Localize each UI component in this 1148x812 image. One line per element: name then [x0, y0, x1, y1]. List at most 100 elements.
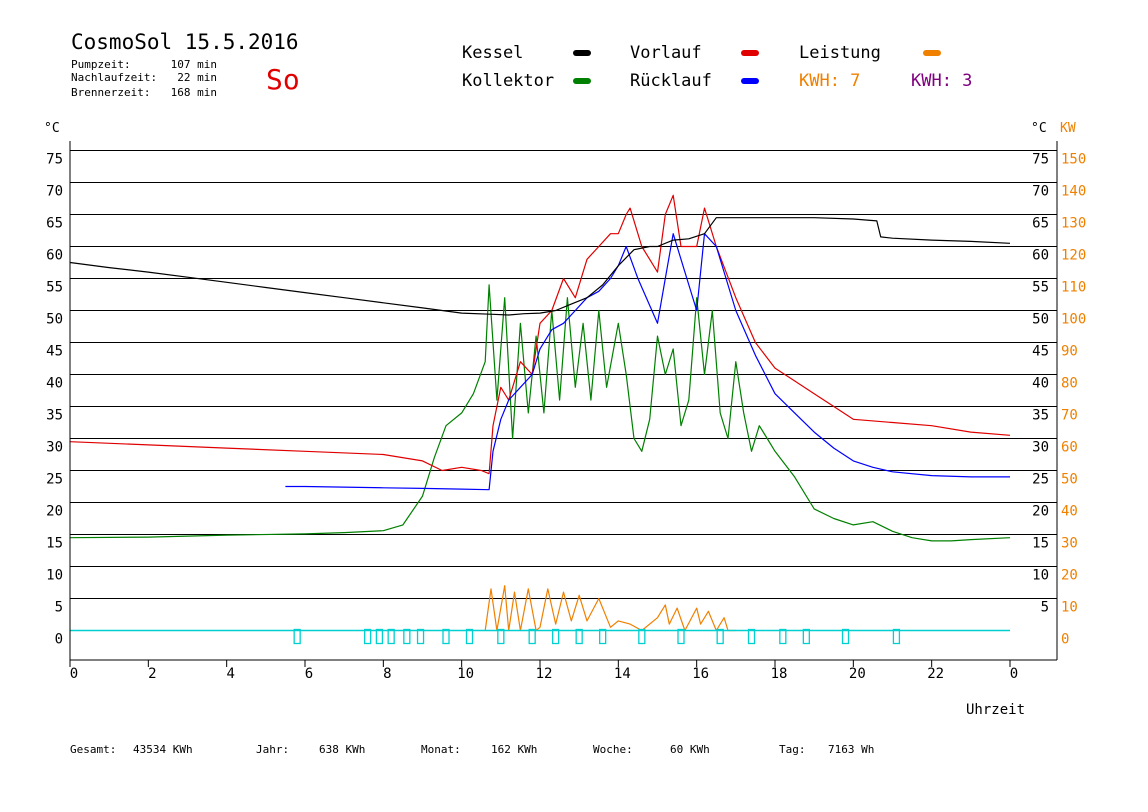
x-tick: 8 [383, 666, 391, 682]
y-tick-right: 45 [1032, 344, 1049, 360]
x-tick: 14 [614, 666, 631, 682]
y-tick-left: 30 [46, 440, 63, 456]
y-tick-left: 5 [55, 600, 63, 616]
x-axis-label: Uhrzeit [966, 702, 1025, 718]
day-label: So [266, 63, 300, 96]
y-tick-left: 75 [46, 152, 63, 168]
pump-marker [599, 628, 607, 645]
x-tick: 4 [226, 666, 234, 682]
x-tick: 10 [457, 666, 474, 682]
x-tick: 0 [1010, 666, 1018, 682]
x-tick: 2 [148, 666, 156, 682]
pump-marker [387, 628, 395, 645]
y-tick-right: 20 [1032, 504, 1049, 520]
x-tick: 6 [305, 666, 313, 682]
y-tick-left: 70 [46, 184, 63, 200]
y2-tick: 120 [1061, 248, 1086, 264]
pump-marker [841, 628, 850, 645]
pump-marker [892, 628, 901, 645]
y2-tick: 80 [1061, 376, 1078, 392]
pump-marker [716, 628, 724, 645]
y-tick-right: 50 [1032, 312, 1049, 328]
x-tick: 22 [927, 666, 944, 682]
y-tick-right: 30 [1032, 440, 1049, 456]
pump-marker [375, 628, 384, 645]
footer-monat-value: 162 KWh [491, 743, 537, 756]
y-tick-left: 25 [46, 472, 63, 488]
footer-jahr-label: Jahr: [256, 743, 289, 756]
y-tick-right: 15 [1032, 536, 1049, 552]
y2-tick: 130 [1061, 216, 1086, 232]
x-tick: 16 [692, 666, 709, 682]
x-tick: 12 [536, 666, 553, 682]
y2-tick: 100 [1061, 312, 1086, 328]
footer-gesamt-label: Gesamt: [70, 743, 116, 756]
y2-tick: 40 [1061, 504, 1078, 520]
pump-markers [70, 628, 1010, 645]
stat-value-nachlaufzeit: 22 min [177, 71, 217, 84]
pump-marker [465, 628, 474, 645]
y2-tick: 10 [1061, 600, 1078, 616]
y-tick-left: 55 [46, 280, 63, 296]
y-tick-right: 70 [1032, 184, 1049, 200]
legend-label-kollektor: Kollektor [462, 71, 554, 91]
stat-label-nachlaufzeit: Nachlaufzeit: [71, 71, 157, 84]
pump-marker [677, 628, 685, 645]
series-vorlauf [69, 194, 1011, 475]
y-tick-left: 60 [46, 248, 63, 264]
pump-marker [638, 628, 646, 645]
pump-marker [779, 628, 787, 645]
footer-woche-value: 60 KWh [670, 743, 710, 756]
y2-tick: 60 [1061, 440, 1078, 456]
stat-label-brennerzeit: Brennerzeit: [71, 86, 150, 99]
stat-value-brennerzeit: 168 min [171, 86, 217, 99]
pump-marker [364, 628, 372, 645]
y-tick-right: 35 [1032, 408, 1049, 424]
y-tick-right: 10 [1032, 568, 1049, 584]
x-tick: 20 [849, 666, 866, 682]
legend-label-vorlauf: Vorlauf [630, 43, 702, 63]
y-tick-right: 65 [1032, 216, 1049, 232]
y-tick-left: 50 [46, 312, 63, 328]
y2-tick: 20 [1061, 568, 1078, 584]
series-lines [69, 194, 1011, 632]
stat-value-pumpzeit: 107 min [171, 58, 217, 71]
y2-tick: 150 [1061, 152, 1086, 168]
y-tick-right: 55 [1032, 280, 1049, 296]
y-tick-left: 20 [46, 504, 63, 520]
y-tick-right: 40 [1032, 376, 1049, 392]
pump-marker [403, 628, 411, 645]
series-leistung [484, 585, 736, 632]
y2-tick: 0 [1061, 632, 1069, 648]
footer-jahr-value: 638 KWh [319, 743, 365, 756]
x-tick: 0 [70, 666, 78, 682]
series-ruecklauf [285, 233, 1010, 491]
series-kessel [69, 217, 1011, 316]
y2-tick: 70 [1061, 408, 1078, 424]
footer-tag-label: Tag: [779, 743, 806, 756]
y-tick-left: 35 [46, 408, 63, 424]
y-tick-right: 60 [1032, 248, 1049, 264]
pump-marker [575, 628, 583, 645]
pump-marker [497, 628, 505, 645]
pump-marker [293, 628, 301, 645]
y2-tick: 90 [1061, 344, 1078, 360]
pump-marker [747, 628, 756, 645]
legend-kwh-purple: KWH: 3 [911, 71, 972, 91]
footer-woche-label: Woche: [593, 743, 633, 756]
y-tick-right: 5 [1041, 600, 1049, 616]
y2-tick: 140 [1061, 184, 1086, 200]
y2-tick: 110 [1061, 280, 1086, 296]
chart-title: CosmoSol 15.5.2016 [71, 30, 299, 54]
footer-gesamt-value: 43534 KWh [133, 743, 193, 756]
pump-marker [416, 628, 425, 645]
y-tick-left: 15 [46, 536, 63, 552]
pump-marker [442, 628, 450, 645]
y-tick-right: 25 [1032, 472, 1049, 488]
legend-label-kessel: Kessel [462, 43, 523, 63]
footer-monat-label: Monat: [421, 743, 461, 756]
y-tick-left: 10 [46, 568, 63, 584]
legend-label-ruecklauf: Rücklauf [630, 71, 712, 91]
series-kollektor [69, 284, 1011, 542]
